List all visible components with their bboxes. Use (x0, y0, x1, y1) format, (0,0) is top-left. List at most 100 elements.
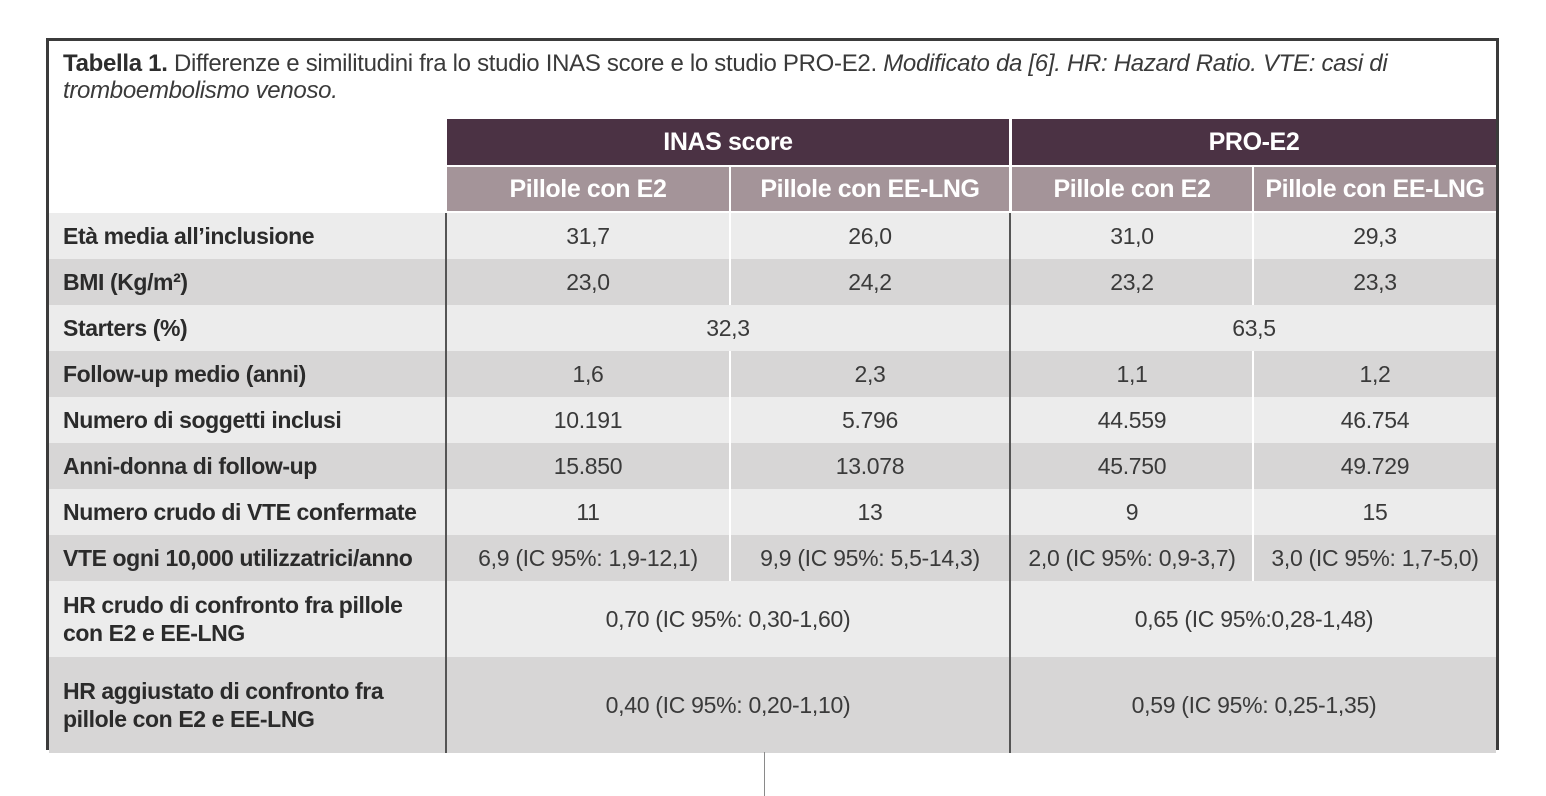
table-cell-merged: 0,40 (IC 95%: 0,20-1,10) (605, 691, 851, 718)
table-cell: 44.559 (1097, 406, 1167, 433)
table-row: Starters (%) 32,3 63,5 (49, 305, 1496, 351)
table-cell: 49.729 (1340, 452, 1410, 479)
table-cell: 23,2 (1110, 268, 1154, 295)
table-cell: 1,2 (1359, 360, 1391, 387)
group-divider (1009, 489, 1011, 535)
table-row: BMI (Kg/m²) 23,0 24,2 23,2 23,3 (49, 259, 1496, 305)
table-cell: 9,9 (IC 95%: 5,5-14,3) (760, 544, 980, 571)
sub-header-pro-ee-lng: Pillole con EE-LNG (1254, 167, 1496, 211)
table-cell: 2,0 (IC 95%: 0,9-3,7) (1028, 544, 1236, 571)
row-label: Numero di soggetti inclusi (63, 407, 342, 433)
table-cell-merged: 0,59 (IC 95%: 0,25-1,35) (1131, 691, 1377, 718)
group-divider (1009, 443, 1011, 489)
caption-text: Differenze e similitudini fra lo studio … (167, 50, 884, 77)
row-label: Numero crudo di VTE confermate (63, 499, 417, 525)
table-caption: Tabella 1. Differenze e similitudini fra… (63, 50, 1483, 104)
row-label: VTE ogni 10,000 utilizzatrici/anno (63, 545, 413, 571)
table-cell: 46.754 (1340, 406, 1410, 433)
group-divider (445, 305, 447, 351)
table-row: Numero crudo di VTE confermate 11 13 9 15 (49, 489, 1496, 535)
cell-divider (1252, 213, 1254, 259)
row-label: Follow-up medio (anni) (63, 361, 306, 387)
group-divider (1009, 397, 1011, 443)
row-label: Starters (%) (63, 315, 188, 341)
cell-divider (1252, 397, 1254, 443)
group-header-pro-e2: PRO-E2 (1012, 119, 1496, 165)
table-row: Numero di soggetti inclusi 10.191 5.796 44.… (49, 397, 1496, 443)
cell-divider (1252, 489, 1254, 535)
cell-divider (1252, 259, 1254, 305)
table-cell: 1,1 (1116, 360, 1148, 387)
table-cell: 24,2 (848, 268, 892, 295)
table-cell: 15.850 (553, 452, 623, 479)
cell-divider (729, 489, 731, 535)
cell-divider (729, 351, 731, 397)
cell-divider (1252, 443, 1254, 489)
cell-divider (729, 443, 731, 489)
row-label: Anni-donna di follow-up (63, 453, 317, 479)
group-divider (445, 351, 447, 397)
table-cell: 6,9 (IC 95%: 1,9-12,1) (478, 544, 698, 571)
table-cell: 5.796 (841, 406, 899, 433)
group-divider (445, 443, 447, 489)
row-label: Età media all’inclusione (63, 223, 315, 249)
table-frame: Tabella 1. Differenze e similitudini fra… (46, 38, 1499, 753)
table-row: Follow-up medio (anni) 1,6 2,3 1,1 1,2 (49, 351, 1496, 397)
table-cell: 31,0 (1110, 222, 1154, 249)
table-cell: 15 (1362, 498, 1388, 525)
row-label: HR crudo di confronto fra pillole con E2… (63, 592, 403, 646)
table-row: HR aggiustato di confronto fra pillole c… (49, 657, 1496, 753)
caption-label: Tabella 1. (63, 50, 168, 77)
table-row: VTE ogni 10,000 utilizzatrici/anno 6,9 (I… (49, 535, 1496, 581)
divider-line (764, 752, 765, 796)
group-divider (445, 535, 447, 581)
table-cell: 13.078 (835, 452, 905, 479)
caption-note: Modificato da [6]. HR: Hazard Ratio. VTE… (63, 50, 1388, 104)
sub-header-inas-e2: Pillole con E2 (447, 167, 729, 211)
table-row: Anni-donna di follow-up 15.850 13.078 45.75… (49, 443, 1496, 489)
group-divider (1009, 657, 1011, 753)
row-label: BMI (Kg/m²) (63, 269, 188, 295)
cell-divider (729, 213, 731, 259)
table-cell: 26,0 (848, 222, 892, 249)
table-row: HR crudo di confronto fra pillole con E2… (49, 581, 1496, 657)
table-cell: 23,0 (566, 268, 610, 295)
cell-divider (729, 535, 731, 581)
table-cell: 23,3 (1353, 268, 1397, 295)
table-cell: 2,3 (854, 360, 886, 387)
cell-divider (1252, 351, 1254, 397)
table-cell: 45.750 (1097, 452, 1167, 479)
group-divider (445, 213, 447, 259)
table-cell: 29,3 (1353, 222, 1397, 249)
sub-header-inas-ee-lng: Pillole con EE-LNG (731, 167, 1009, 211)
group-divider (445, 397, 447, 443)
group-divider (1009, 305, 1011, 351)
group-divider (1009, 213, 1011, 259)
group-divider (1009, 535, 1011, 581)
cell-divider (729, 397, 731, 443)
group-divider (445, 259, 447, 305)
cell-divider (1252, 535, 1254, 581)
table-cell: 3,0 (IC 95%: 1,7-5,0) (1271, 544, 1479, 571)
table-cell: 13 (857, 498, 883, 525)
group-divider (1009, 581, 1011, 657)
row-label: HR aggiustato di confronto fra pillole c… (63, 678, 384, 732)
group-divider (1009, 351, 1011, 397)
sub-header-pro-e2: Pillole con E2 (1012, 167, 1252, 211)
table-cell-merged: 63,5 (1232, 314, 1276, 341)
group-divider (1009, 259, 1011, 305)
group-divider (445, 657, 447, 753)
group-header-inas: INAS score (447, 119, 1009, 165)
table-cell-merged: 0,65 (IC 95%:0,28-1,48) (1134, 605, 1374, 632)
table-row: Età media all’inclusione 31,7 26,0 31,0 29,3 (49, 213, 1496, 259)
table-cell: 9 (1125, 498, 1139, 525)
table-cell: 31,7 (566, 222, 610, 249)
table-cell: 11 (576, 498, 600, 525)
group-divider (445, 581, 447, 657)
table-cell-merged: 0,70 (IC 95%: 0,30-1,60) (605, 605, 851, 632)
table-cell: 10.191 (553, 406, 623, 433)
table-cell-merged: 32,3 (706, 314, 750, 341)
cell-divider (729, 259, 731, 305)
table-cell: 1,6 (572, 360, 604, 387)
group-divider (445, 489, 447, 535)
